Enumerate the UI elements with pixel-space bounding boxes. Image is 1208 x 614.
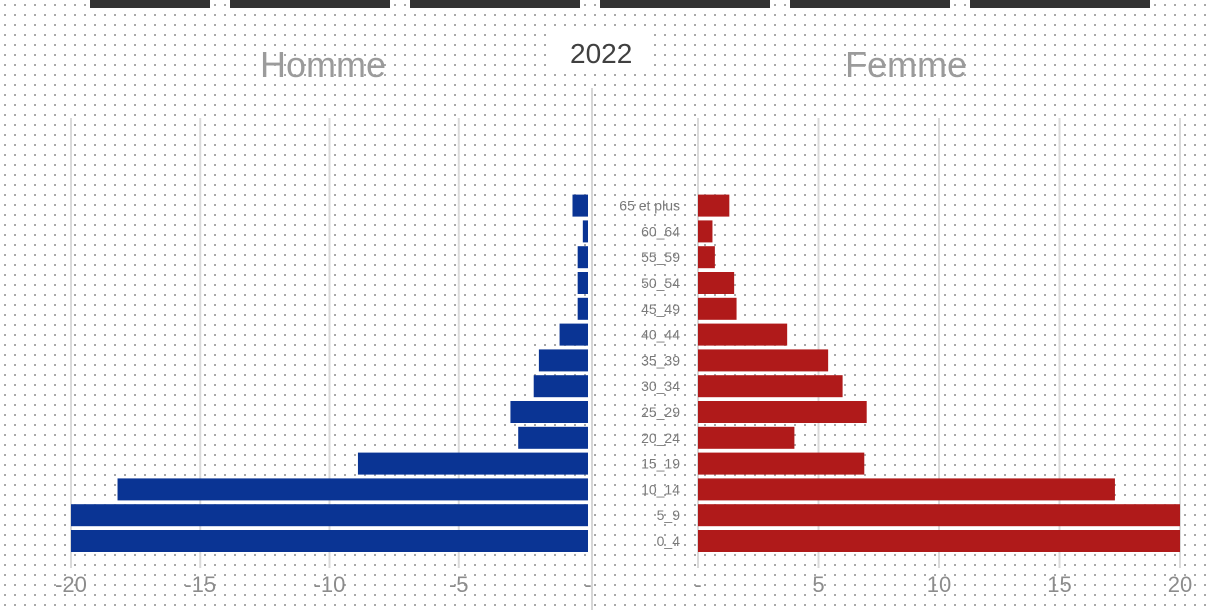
right-bar — [698, 349, 829, 372]
right-bar — [698, 246, 715, 269]
category-label: 15_19 — [641, 456, 680, 472]
left-bar — [538, 349, 588, 372]
category-label: 55_59 — [641, 249, 680, 265]
right-bar — [698, 530, 1180, 552]
right-bar — [698, 194, 730, 217]
category-label: 40_44 — [641, 327, 680, 343]
left-bar — [582, 220, 588, 243]
left-bar — [71, 530, 588, 552]
right-bar — [698, 478, 1115, 501]
category-label: 0_4 — [657, 533, 681, 549]
right-panel-title: Femme — [845, 44, 968, 85]
right-bar — [698, 401, 867, 423]
left-x-tick-label: -10 — [314, 572, 346, 597]
right-bar — [698, 426, 795, 449]
category-label: 5_9 — [657, 507, 681, 523]
right-bar — [698, 220, 713, 243]
left-x-tick-label: - — [584, 572, 591, 597]
left-bar — [577, 246, 588, 269]
year-title: 2022 — [552, 34, 651, 74]
left-bar — [533, 375, 588, 398]
left-bar — [559, 323, 588, 346]
left-bar — [357, 452, 588, 475]
right-bar — [698, 297, 737, 320]
left-bar — [572, 194, 588, 217]
category-label: 60_64 — [641, 223, 680, 239]
right-bar — [698, 504, 1180, 527]
right-bar — [698, 375, 843, 398]
left-bar — [71, 504, 588, 527]
right-x-tick-label: 5 — [812, 572, 824, 597]
left-bar — [117, 478, 588, 501]
right-bar — [698, 323, 788, 346]
category-label: 30_34 — [641, 378, 680, 394]
right-bar — [698, 452, 865, 475]
left-x-tick-label: -5 — [449, 572, 469, 597]
category-label: 50_54 — [641, 275, 680, 291]
left-bar — [577, 272, 588, 294]
right-x-tick-label: 10 — [927, 572, 951, 597]
left-x-tick-label: -20 — [55, 572, 87, 597]
left-bar — [518, 426, 588, 449]
left-bar — [510, 401, 588, 423]
cropped-top-strip — [0, 0, 1208, 8]
left-x-tick-label: -15 — [184, 572, 216, 597]
left-panel-title: Homme — [260, 44, 387, 85]
right-bar — [698, 272, 735, 294]
category-label: 65 et plus — [619, 198, 680, 214]
category-label: 35_39 — [641, 352, 680, 368]
right-x-tick-label: 15 — [1047, 572, 1071, 597]
category-label: 45_49 — [641, 301, 680, 317]
left-bar — [577, 297, 588, 320]
right-x-tick-label: - — [694, 572, 701, 597]
category-label: 10_14 — [641, 481, 680, 497]
category-label: 20_24 — [641, 430, 680, 446]
category-label: 25_29 — [641, 404, 680, 420]
right-x-tick-label: 20 — [1168, 572, 1192, 597]
